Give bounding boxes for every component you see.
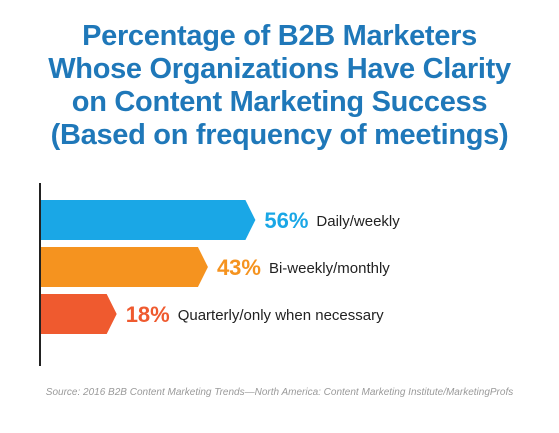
bar-quarterly (41, 294, 117, 334)
chart-title: Percentage of B2B Marketers Whose Organi… (0, 20, 559, 152)
value-label-quarterly: 18% (126, 302, 170, 327)
chart-title-line-1: Percentage of B2B Marketers (82, 20, 477, 52)
bar-daily-weekly (41, 200, 256, 240)
category-label-biweekly-monthly: Bi-weekly/monthly (269, 260, 390, 277)
chart-title-line-4: (Based on frequency of meetings) (50, 119, 509, 151)
category-label-quarterly: Quarterly/only when necessary (178, 307, 384, 324)
source-note: Source: 2016 B2B Content Marketing Trend… (45, 387, 514, 398)
value-label-daily-weekly: 56% (264, 208, 308, 233)
value-label-biweekly-monthly: 43% (217, 255, 261, 280)
category-label-daily-weekly: Daily/weekly (316, 213, 400, 230)
bar-biweekly-monthly (41, 247, 208, 287)
bars-group: 56% Daily/weekly 43% Bi-weekly/monthly 18% Qu… (41, 200, 400, 334)
chart-title-line-2: Whose Organizations Have Clarity (48, 53, 511, 85)
chart-title-line-3: on Content Marketing Success (71, 86, 488, 118)
